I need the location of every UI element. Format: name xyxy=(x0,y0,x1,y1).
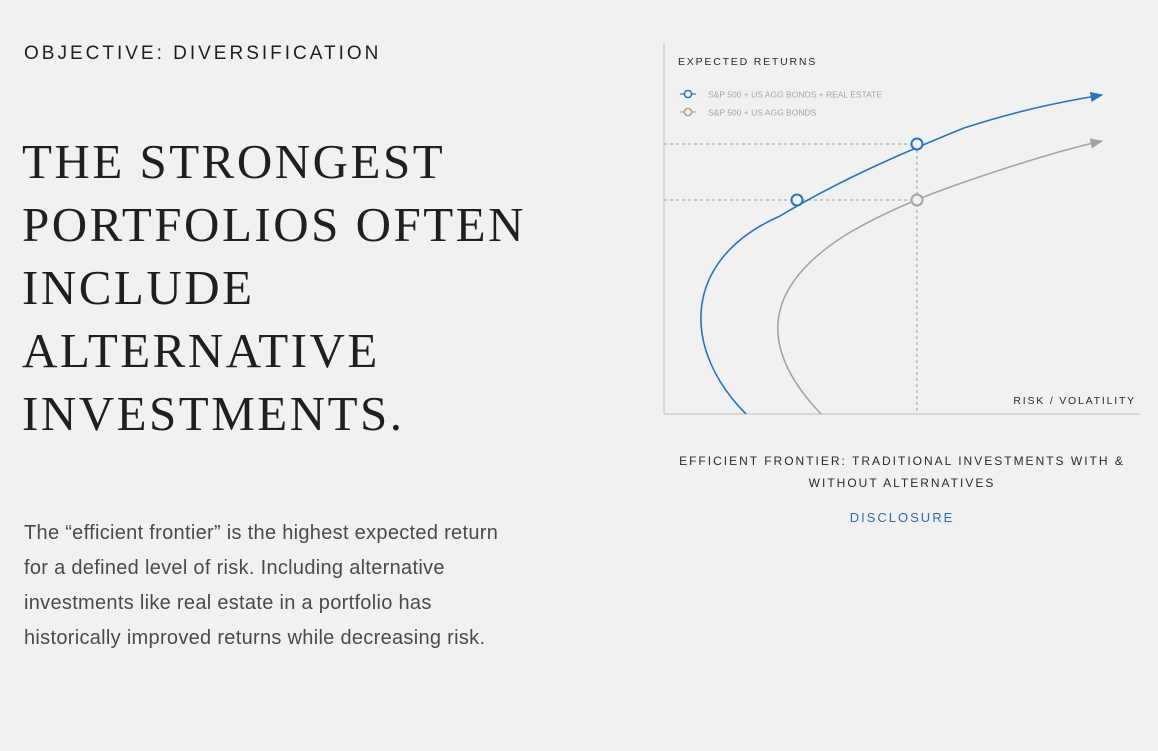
legend-marker-gray xyxy=(683,107,693,117)
frontier-curve-without-alternatives xyxy=(777,138,1104,415)
legend-item-without-real-estate: S&P 500 + US AGG BONDS xyxy=(680,108,817,118)
headline-line: INCLUDE xyxy=(22,260,255,315)
headline-line: THE STRONGEST xyxy=(22,134,446,189)
section-eyebrow: OBJECTIVE: DIVERSIFICATION xyxy=(24,43,382,64)
legend: S&P 500 + US AGG BONDS + REAL ESTATE S&P… xyxy=(680,90,882,118)
legend-label: S&P 500 + US AGG BONDS + REAL ESTATE xyxy=(708,90,882,100)
body-paragraph: The “efficient frontier” is the highest … xyxy=(24,522,499,649)
headline: THE STRONGEST PORTFOLIOS OFTEN INCLUDE A… xyxy=(22,130,542,445)
chart-caption: EFFICIENT FRONTIER: TRADITIONAL INVESTME… xyxy=(679,454,1125,490)
headline-line: PORTFOLIOS OFTEN xyxy=(22,197,526,252)
point-gray xyxy=(910,193,924,207)
legend-label: S&P 500 + US AGG BONDS xyxy=(708,108,817,118)
frontier-curve-with-alternatives xyxy=(700,91,1104,415)
disclosure-link[interactable]: DISCLOSURE xyxy=(849,510,955,525)
point-blue-lower xyxy=(790,193,804,207)
y-axis-label: EXPECTED RETURNS xyxy=(678,56,817,68)
headline-line: ALTERNATIVE xyxy=(22,323,380,378)
chart-svg: EXPECTED RETURNS RISK / VOLATILITY S&P 5… xyxy=(663,44,1140,415)
headline-line: INVESTMENTS. xyxy=(22,386,405,441)
point-blue-upper xyxy=(910,137,924,151)
legend-item-with-real-estate: S&P 500 + US AGG BONDS + REAL ESTATE xyxy=(680,90,882,100)
x-axis-label: RISK / VOLATILITY xyxy=(1013,395,1136,407)
efficient-frontier-chart: EXPECTED RETURNS RISK / VOLATILITY S&P 5… xyxy=(640,30,1150,430)
legend-marker-blue xyxy=(683,89,693,99)
